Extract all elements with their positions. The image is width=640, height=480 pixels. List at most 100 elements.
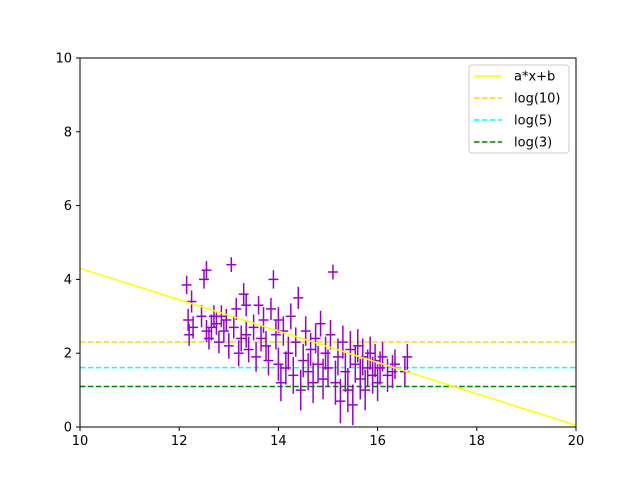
fit-line (79, 267, 577, 426)
data-point (204, 327, 214, 350)
data-point (261, 331, 271, 361)
data-point (360, 369, 371, 411)
legend: a*x+b log(10) log(5) log(3) (468, 64, 570, 154)
data-point (188, 316, 199, 339)
data-point (337, 325, 348, 359)
data-point (251, 342, 262, 372)
legend-label: log(10) (514, 92, 561, 107)
data-point (390, 349, 400, 380)
legend-entry: log(5) (474, 114, 552, 129)
x-tick-label: 10 (72, 434, 89, 449)
data-point (328, 264, 338, 280)
data-point (201, 260, 212, 280)
legend-label: a*x+b (514, 70, 555, 85)
y-tick-label: 2 (64, 347, 72, 362)
data-point (216, 305, 227, 328)
x-tick-label: 14 (270, 434, 287, 449)
data-point (335, 379, 346, 424)
y-tick-label: 0 (64, 421, 72, 436)
axes-frame (79, 57, 577, 428)
legend-box (468, 64, 570, 154)
data-point (233, 340, 244, 367)
data-point (228, 316, 239, 339)
data-point (372, 364, 383, 402)
data-point (206, 314, 217, 341)
data-point (221, 308, 232, 332)
data-point (332, 338, 343, 376)
data-point (347, 384, 358, 426)
data-point (350, 345, 361, 383)
data-point (231, 297, 242, 320)
data-point (345, 331, 356, 368)
y-tick-label: 10 (55, 52, 72, 67)
data-point (325, 319, 336, 350)
x-axis-ticks: 10 12 14 16 18 20 (72, 427, 585, 449)
data-point (248, 314, 259, 341)
data-point (318, 358, 328, 400)
x-tick-label: 20 (568, 434, 585, 449)
data-point (226, 257, 237, 273)
x-tick-label: 18 (469, 434, 486, 449)
data-point (295, 369, 306, 411)
data-point (218, 319, 229, 343)
data-point (355, 358, 366, 400)
legend-entry: a*x+b (474, 70, 555, 85)
data-point (377, 342, 388, 372)
data-point (315, 310, 326, 337)
legend-label: log(3) (514, 136, 552, 151)
data-point (387, 355, 398, 389)
data-point (258, 307, 269, 333)
data-point (275, 364, 286, 402)
data-point (288, 356, 299, 394)
data-point (290, 327, 301, 357)
data-point (303, 353, 314, 391)
y-tick-label: 8 (64, 125, 72, 140)
data-point (293, 286, 304, 309)
data-point (181, 275, 192, 295)
data-point (402, 343, 413, 370)
data-point (362, 349, 373, 387)
data-point (300, 316, 311, 346)
data-point (223, 332, 234, 359)
data-point (256, 325, 266, 352)
data-point (340, 351, 351, 392)
data-point (365, 336, 376, 370)
y-tick-label: 6 (64, 199, 72, 214)
data-points (181, 257, 413, 426)
x-tick-label: 12 (171, 434, 188, 449)
data-point (241, 321, 252, 348)
data-point (213, 331, 224, 354)
plot-area (79, 257, 577, 426)
legend-label: log(5) (514, 114, 552, 129)
data-point (236, 325, 247, 352)
data-point (263, 345, 274, 376)
data-point (253, 296, 264, 315)
data-point (196, 305, 207, 328)
data-point (273, 307, 284, 333)
data-point (186, 290, 197, 313)
data-point (270, 319, 281, 350)
data-point (382, 358, 393, 392)
data-point (320, 336, 331, 370)
legend-entry: log(3) (474, 136, 552, 151)
data-point (199, 270, 209, 289)
data-point (280, 351, 291, 385)
data-point (268, 270, 279, 289)
x-tick-label: 16 (369, 434, 386, 449)
fit-line-layer (79, 267, 577, 426)
data-point (310, 323, 321, 354)
legend-entry: log(10) (474, 92, 561, 107)
data-point (273, 347, 284, 381)
data-point (243, 336, 254, 363)
data-point (323, 349, 333, 387)
y-tick-label: 4 (64, 273, 72, 288)
data-point (367, 356, 378, 394)
data-point (266, 297, 276, 320)
data-point (313, 345, 324, 383)
data-point (308, 362, 319, 404)
data-point (285, 303, 296, 330)
data-point (241, 294, 252, 317)
data-point (238, 283, 249, 306)
y-axis-ticks: 0 2 4 6 8 10 (55, 52, 80, 436)
